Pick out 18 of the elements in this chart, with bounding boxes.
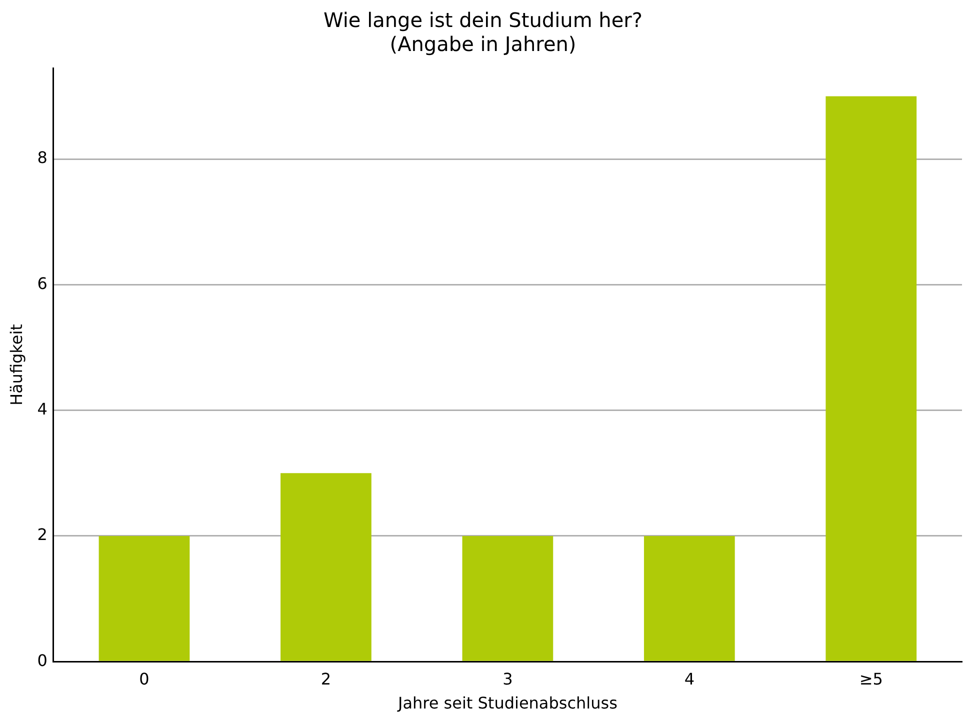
bar — [644, 536, 735, 661]
y-tick-label: 4 — [37, 399, 48, 418]
bar — [98, 536, 190, 661]
y-tick-label: 6 — [37, 274, 48, 293]
bar — [462, 536, 554, 661]
y-tick-label: 8 — [37, 148, 48, 168]
x-axis-title: Jahre seit Studienabschluss — [396, 694, 618, 713]
bar — [826, 96, 917, 661]
x-tick-label: 2 — [320, 669, 332, 688]
x-tick-label: 4 — [684, 669, 695, 688]
x-tick-label: ≥5 — [859, 669, 883, 688]
y-tick-label: 2 — [37, 525, 48, 544]
bar — [280, 473, 372, 661]
y-axis-title: Häufigkeit — [6, 324, 26, 406]
x-tick-label: 3 — [502, 669, 513, 688]
y-tick-label: 0 — [37, 650, 48, 670]
x-tick-label: 0 — [139, 669, 150, 688]
chart-title: Wie lange ist dein Studium her? (Angabe in Jahren) — [324, 8, 642, 56]
